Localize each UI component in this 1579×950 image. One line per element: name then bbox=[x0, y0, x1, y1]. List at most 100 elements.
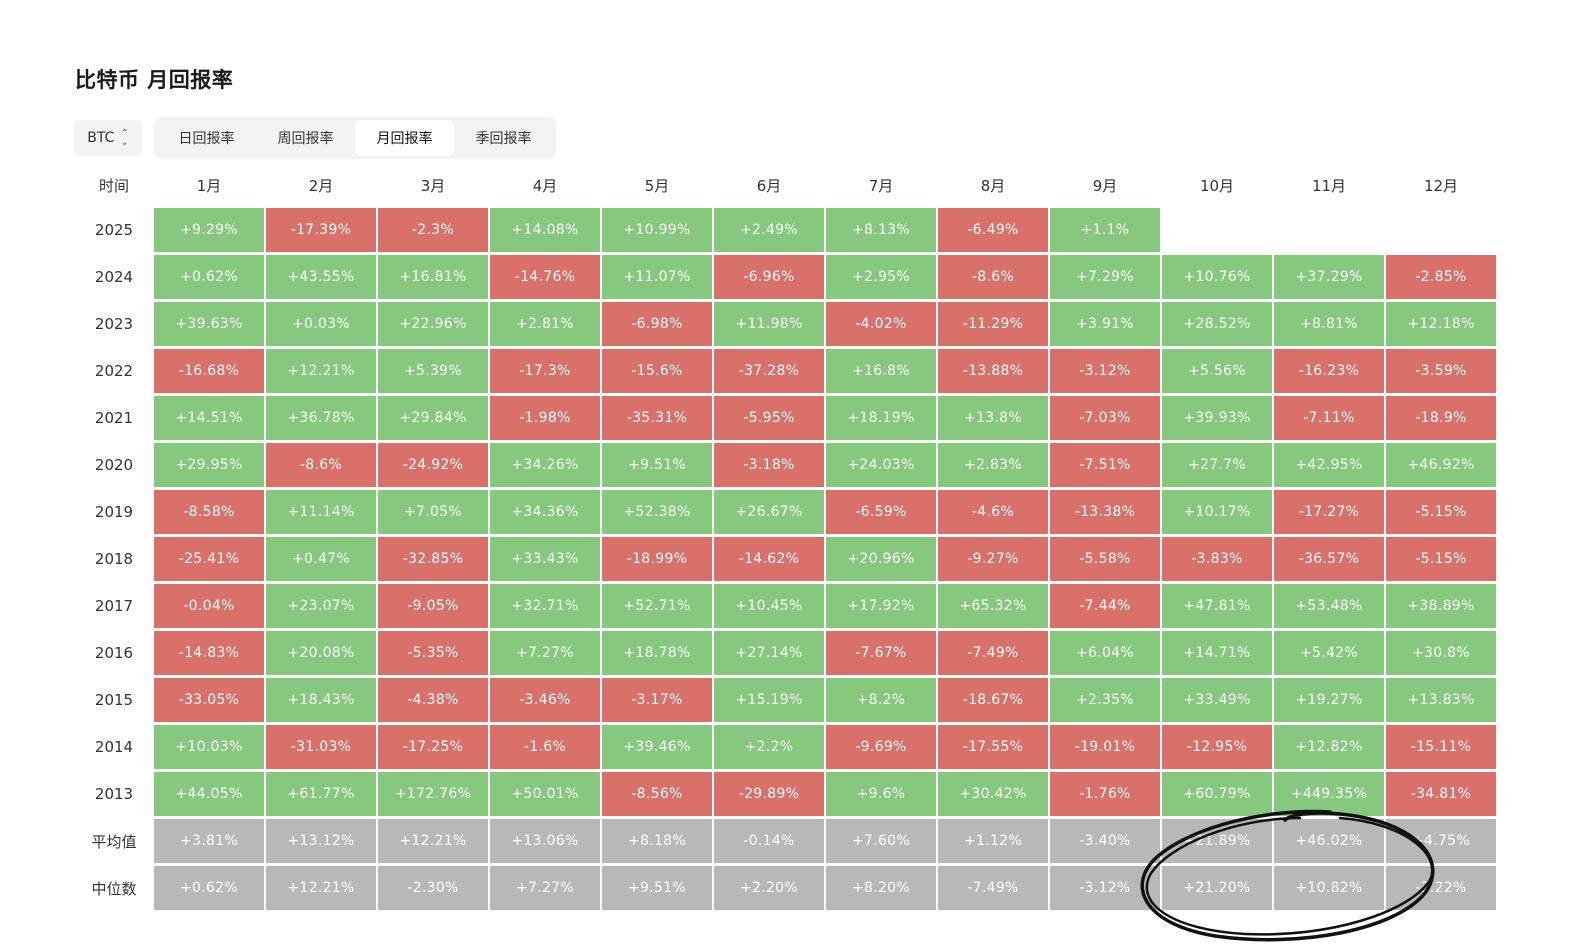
return-cell: +47.81% bbox=[1162, 584, 1272, 628]
return-cell: -7.67% bbox=[826, 631, 936, 675]
return-cell: +20.96% bbox=[826, 537, 936, 581]
return-cell: +11.98% bbox=[714, 302, 824, 346]
return-cell: +22.96% bbox=[378, 302, 488, 346]
return-cell: +30.42% bbox=[938, 772, 1048, 816]
tab-quarterly-return[interactable]: 季回报率 bbox=[475, 131, 532, 147]
return-cell: +30.8% bbox=[1386, 631, 1496, 675]
return-cell: -14.83% bbox=[154, 631, 264, 675]
return-cell: +0.62% bbox=[154, 255, 264, 299]
return-cell: +2.95% bbox=[826, 255, 936, 299]
return-cell: -3.18% bbox=[714, 443, 824, 487]
tab-monthly-return[interactable]: 月回报率 bbox=[355, 120, 454, 156]
return-cell: -14.62% bbox=[714, 537, 824, 581]
return-cell: -3.83% bbox=[1162, 537, 1272, 581]
year-row: 2018 -25.41% +0.47% -32.85% +33.43% -18.99% -1… bbox=[76, 537, 1496, 581]
tab-weekly-return[interactable]: 周回报率 bbox=[277, 131, 334, 147]
return-period-tabs: 日回报率 周回报率 月回报率 季回报率 bbox=[154, 117, 556, 159]
asset-select[interactable]: BTC ⌃ ⌄ bbox=[74, 120, 142, 156]
year-row: 2020 +29.95% -8.6% -24.92% +34.26% +9.51% -3.1… bbox=[76, 443, 1496, 487]
stat-cell: +9.51% bbox=[602, 866, 712, 910]
return-cell: +29.84% bbox=[378, 396, 488, 440]
return-cell: +2.35% bbox=[1050, 678, 1160, 722]
return-cell: -33.05% bbox=[154, 678, 264, 722]
year-label: 2025 bbox=[94, 221, 134, 239]
stat-cell: +10.82% bbox=[1274, 866, 1384, 910]
return-cell: +39.93% bbox=[1162, 396, 1272, 440]
year-label: 2019 bbox=[94, 503, 134, 521]
stat-cell: +2.20% bbox=[714, 866, 824, 910]
return-cell bbox=[1162, 208, 1272, 252]
return-cell: -3.59% bbox=[1386, 349, 1496, 393]
return-cell: +8.81% bbox=[1274, 302, 1384, 346]
year-row: 2019 -8.58% +11.14% +7.05% +34.36% +52.38% +26… bbox=[76, 490, 1496, 534]
stat-cell: +21.20% bbox=[1162, 866, 1272, 910]
return-cell: -4.02% bbox=[826, 302, 936, 346]
column-header-month: 6月 bbox=[756, 176, 782, 195]
return-cell: -37.28% bbox=[714, 349, 824, 393]
return-cell: -1.6% bbox=[490, 725, 600, 769]
return-cell: +12.82% bbox=[1274, 725, 1384, 769]
return-cell: -11.29% bbox=[938, 302, 1048, 346]
return-cell: -15.11% bbox=[1386, 725, 1496, 769]
return-cell: +15.19% bbox=[714, 678, 824, 722]
return-cell: -0.04% bbox=[154, 584, 264, 628]
page-title: 比特币 月回报率 bbox=[75, 68, 234, 92]
return-cell: -36.57% bbox=[1274, 537, 1384, 581]
return-cell: -24.92% bbox=[378, 443, 488, 487]
return-cell: +39.46% bbox=[602, 725, 712, 769]
return-cell: -4.38% bbox=[378, 678, 488, 722]
return-cell: +46.92% bbox=[1386, 443, 1496, 487]
return-cell: -16.68% bbox=[154, 349, 264, 393]
column-header-month: 7月 bbox=[868, 176, 894, 195]
return-cell: +449.35% bbox=[1274, 772, 1384, 816]
year-label: 2022 bbox=[94, 362, 134, 380]
tab-daily-return[interactable]: 日回报率 bbox=[178, 131, 235, 147]
return-cell: +43.55% bbox=[266, 255, 376, 299]
return-cell: -7.51% bbox=[1050, 443, 1160, 487]
return-cell: -6.96% bbox=[714, 255, 824, 299]
return-cell: +61.77% bbox=[266, 772, 376, 816]
return-cell: -6.98% bbox=[602, 302, 712, 346]
column-header-month: 2月 bbox=[308, 176, 334, 195]
return-cell: -9.05% bbox=[378, 584, 488, 628]
table-header: 时间 1月 2月 3月 4月 5月 6月 7月 8月 9月 10月 11月 12月 bbox=[76, 165, 1496, 205]
return-cell: +5.39% bbox=[378, 349, 488, 393]
return-cell: +20.08% bbox=[266, 631, 376, 675]
return-cell: +2.81% bbox=[490, 302, 600, 346]
return-cell: -3.46% bbox=[490, 678, 600, 722]
return-cell: -17.25% bbox=[378, 725, 488, 769]
year-row: 2025 +9.29% -17.39% -2.3% +14.08% +10.99% +2.4… bbox=[76, 208, 1496, 252]
return-cell: +7.05% bbox=[378, 490, 488, 534]
return-cell: -8.56% bbox=[602, 772, 712, 816]
return-cell: -25.41% bbox=[154, 537, 264, 581]
return-cell: +10.99% bbox=[602, 208, 712, 252]
return-cell: +11.14% bbox=[266, 490, 376, 534]
year-label: 2015 bbox=[94, 691, 134, 709]
column-header-month: 10月 bbox=[1199, 176, 1235, 195]
return-cell: +14.08% bbox=[490, 208, 600, 252]
return-cell: +42.95% bbox=[1274, 443, 1384, 487]
return-cell: -17.3% bbox=[490, 349, 600, 393]
year-label: 2016 bbox=[94, 644, 134, 662]
return-cell: -5.15% bbox=[1386, 537, 1496, 581]
year-row: 2016 -14.83% +20.08% -5.35% +7.27% +18.78% +27… bbox=[76, 631, 1496, 675]
return-cell: +10.45% bbox=[714, 584, 824, 628]
year-label: 2013 bbox=[94, 785, 134, 803]
year-label: 2018 bbox=[94, 550, 134, 568]
return-cell: +2.83% bbox=[938, 443, 1048, 487]
return-cell: +10.17% bbox=[1162, 490, 1272, 534]
return-cell: +52.71% bbox=[602, 584, 712, 628]
return-cell: +29.95% bbox=[154, 443, 264, 487]
return-cell: +0.03% bbox=[266, 302, 376, 346]
return-cell: +33.49% bbox=[1162, 678, 1272, 722]
stat-cell: +21.89% bbox=[1162, 819, 1272, 863]
year-row: 2013 +44.05% +61.77% +172.76% +50.01% -8.56% -… bbox=[76, 772, 1496, 816]
return-cell: +52.38% bbox=[602, 490, 712, 534]
return-cell: -3.12% bbox=[1050, 349, 1160, 393]
year-label: 2014 bbox=[94, 738, 134, 756]
return-cell: -7.03% bbox=[1050, 396, 1160, 440]
return-cell: -9.27% bbox=[938, 537, 1048, 581]
stat-cell: +12.21% bbox=[378, 819, 488, 863]
return-cell: -8.58% bbox=[154, 490, 264, 534]
stat-cell: +8.20% bbox=[826, 866, 936, 910]
